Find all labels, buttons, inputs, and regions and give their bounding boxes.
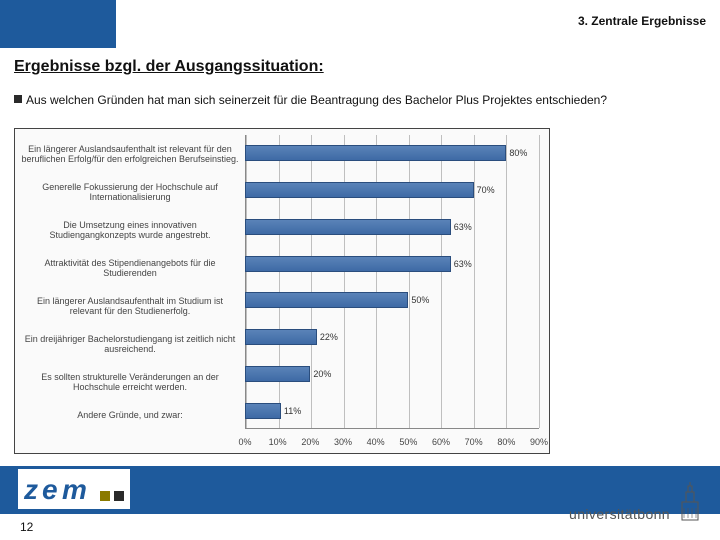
header-accent-bar bbox=[0, 0, 116, 48]
svg-text:z: z bbox=[23, 474, 38, 505]
chart-bar-row: 63% bbox=[245, 219, 539, 235]
chart-x-tick: 70% bbox=[465, 437, 483, 447]
chart-x-tick: 20% bbox=[301, 437, 319, 447]
svg-text:e: e bbox=[42, 474, 58, 505]
chart-bar-row: 70% bbox=[245, 182, 539, 198]
chart-bar bbox=[245, 292, 408, 308]
chart-x-tick: 40% bbox=[367, 437, 385, 447]
chart-x-tick: 60% bbox=[432, 437, 450, 447]
bullet-item: Aus welchen Gründen hat man sich seinerz… bbox=[14, 92, 706, 108]
bullet-text: Aus welchen Gründen hat man sich seinerz… bbox=[26, 93, 607, 107]
chart-bar bbox=[245, 256, 451, 272]
chart-bar bbox=[245, 182, 474, 198]
section-label: 3. Zentrale Ergebnisse bbox=[578, 14, 706, 28]
chart-bar bbox=[245, 329, 317, 345]
chart-bar-row: 22% bbox=[245, 329, 539, 345]
chart-value-label: 20% bbox=[310, 366, 331, 382]
chart-bar bbox=[245, 219, 451, 235]
chart-category-label: Ein längerer Auslandsaufenthalt ist rele… bbox=[21, 144, 239, 164]
chart-category-label: Attraktivität des Stipendienangebots für… bbox=[21, 258, 239, 278]
chart-x-tick: 50% bbox=[399, 437, 417, 447]
chart-category-label: Die Umsetzung eines innovativen Studieng… bbox=[21, 220, 239, 240]
chart-x-tick: 90% bbox=[530, 437, 548, 447]
chart-bar-row: 50% bbox=[245, 292, 539, 308]
chart-plot-area: 80%70%63%63%50%22%20%11% 0%10%20%30%40%5… bbox=[245, 129, 549, 453]
chart-x-tick: 80% bbox=[497, 437, 515, 447]
chart-value-label: 80% bbox=[506, 145, 527, 161]
chart-bar bbox=[245, 145, 506, 161]
chart-x-tick: 30% bbox=[334, 437, 352, 447]
bonn-logo-text: universitätbonn bbox=[569, 506, 670, 522]
chart-category-label: Es sollten strukturelle Veränderungen an… bbox=[21, 372, 239, 392]
chart-bar-row: 11% bbox=[245, 403, 539, 419]
chart-bar bbox=[245, 403, 281, 419]
chart-bar-row: 63% bbox=[245, 256, 539, 272]
chart-x-tick: 10% bbox=[269, 437, 287, 447]
chart-gridline bbox=[539, 135, 540, 428]
chart-value-label: 63% bbox=[451, 219, 472, 235]
zem-logo: z e m bbox=[18, 469, 138, 514]
svg-text:m: m bbox=[62, 474, 87, 505]
chart-value-label: 22% bbox=[317, 329, 338, 345]
page-title: Ergebnisse bzgl. der Ausgangssituation: bbox=[14, 58, 324, 76]
chart-bar bbox=[245, 366, 310, 382]
chart-bar-row: 80% bbox=[245, 145, 539, 161]
bonn-tower-icon bbox=[676, 482, 704, 522]
chart-x-tick: 0% bbox=[238, 437, 251, 447]
chart-value-label: 11% bbox=[281, 403, 301, 419]
chart-value-label: 70% bbox=[474, 182, 495, 198]
bullet-icon bbox=[14, 95, 22, 103]
chart-category-label: Generelle Fokussierung der Hochschule au… bbox=[21, 182, 239, 202]
reasons-chart: Ein längerer Auslandsaufenthalt ist rele… bbox=[14, 128, 550, 454]
chart-category-labels: Ein längerer Auslandsaufenthalt ist rele… bbox=[15, 129, 245, 453]
universitat-bonn-logo: universitätbonn bbox=[569, 482, 704, 522]
chart-bar-row: 20% bbox=[245, 366, 539, 382]
chart-value-label: 50% bbox=[408, 292, 429, 308]
page-number: 12 bbox=[20, 520, 33, 534]
chart-value-label: 63% bbox=[451, 256, 472, 272]
chart-category-label: Ein dreijähriger Bachelorstudiengang ist… bbox=[21, 334, 239, 354]
chart-category-label: Ein längerer Auslandsaufenthalt im Studi… bbox=[21, 296, 239, 316]
chart-category-label: Andere Gründe, und zwar: bbox=[21, 410, 239, 420]
